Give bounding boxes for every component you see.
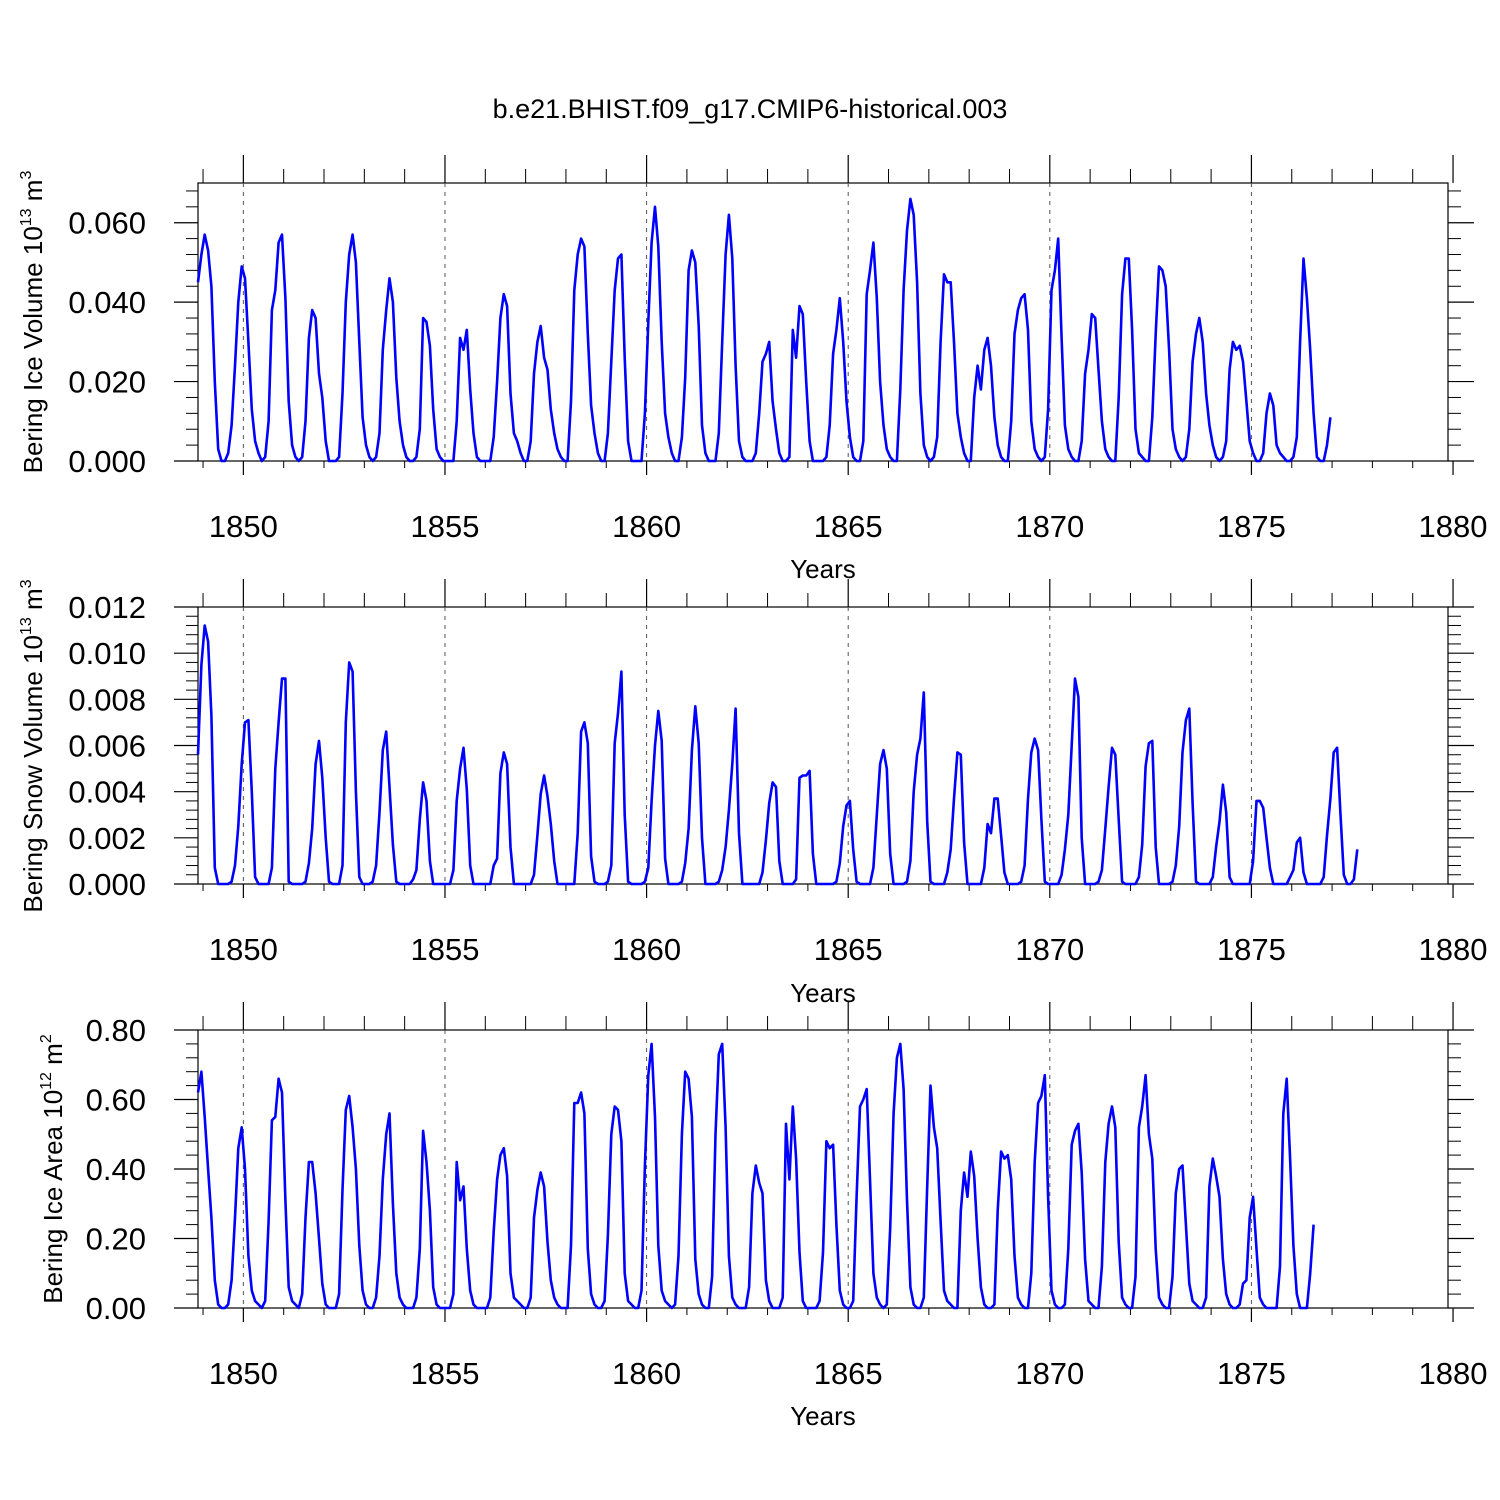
ice-area-ylabel: Bering Ice Area 1012 m2 [38,1034,68,1304]
ice-area-xtick-label-1850: 1850 [209,1356,278,1391]
snow-volume-xtick-label-1850: 1850 [209,932,278,967]
ice-volume-panel: Bering Ice Volume 1013 m3 Years 1850 1855… [18,155,1488,584]
ice-volume-xtick-label-1855: 1855 [410,509,479,544]
snow-volume-series-line [196,624,1359,886]
snow-volume-xlabel: Years [790,978,856,1008]
snow-volume-xtick-label-1880: 1880 [1419,932,1488,967]
ice-area-ytick-label-0: 0.00 [86,1291,146,1326]
ice-area-xtick-label-1855: 1855 [410,1356,479,1391]
ice-area-xlabel: Years [790,1401,856,1431]
ice-area-ytick-label-4: 0.80 [86,1013,146,1048]
ice-volume-ytick-label-3: 0.060 [68,206,146,241]
ice-volume-xtick-label-1870: 1870 [1015,509,1084,544]
snow-volume-xtick-label-1875: 1875 [1217,932,1286,967]
snow-volume-ytick-label-6: 0.012 [68,590,146,625]
ice-area-ytick-label-2: 0.40 [86,1152,146,1187]
snow-volume-xtick-label-1865: 1865 [814,932,883,967]
ice-area-panel: Bering Ice Area 1012 m2 Years 1850 1855 18… [38,1002,1488,1431]
ice-volume-ytick-label-1: 0.020 [68,365,146,400]
snow-volume-ytick-label-0: 0.000 [68,867,146,902]
ice-volume-ylabel: Bering Ice Volume 1013 m3 [18,171,48,474]
ice-area-xtick-label-1875: 1875 [1217,1356,1286,1391]
figure-title: b.e21.BHIST.f09_g17.CMIP6-historical.003 [493,94,1008,124]
snow-volume-xtick-label-1870: 1870 [1015,932,1084,967]
snow-volume-ytick-label-4: 0.008 [68,682,146,717]
snow-volume-xtick-label-1860: 1860 [612,932,681,967]
ice-volume-ytick-label-2: 0.040 [68,285,146,320]
snow-volume-ytick-label-1: 0.002 [68,821,146,856]
ice-volume-xtick-label-1875: 1875 [1217,509,1286,544]
ice-volume-xtick-label-1850: 1850 [209,509,278,544]
ice-area-xtick-label-1870: 1870 [1015,1356,1084,1391]
ice-volume-xtick-label-1880: 1880 [1419,509,1488,544]
snow-volume-xtick-label-1855: 1855 [410,932,479,967]
ice-volume-ytick-label-0: 0.000 [68,444,146,479]
ice-volume-xlabel: Years [790,554,856,584]
ice-volume-xtick-label-1865: 1865 [814,509,883,544]
ice-volume-series-line [196,197,1332,463]
ice-area-xtick-label-1880: 1880 [1419,1356,1488,1391]
snow-volume-ytick-label-2: 0.004 [68,775,146,810]
snow-volume-ylabel: Bering Snow Volume 1013 m3 [18,579,48,912]
ice-volume-xtick-label-1860: 1860 [612,509,681,544]
snow-volume-ytick-label-3: 0.006 [68,729,146,764]
ice-area-series-line [196,1042,1315,1310]
ice-area-ytick-label-1: 0.20 [86,1222,146,1257]
snow-volume-panel: Bering Snow Volume 1013 m3 Years 1850 185… [18,579,1488,1008]
snow-volume-ytick-label-5: 0.010 [68,636,146,671]
ice-area-ytick-label-3: 0.60 [86,1083,146,1118]
ice-area-xtick-label-1865: 1865 [814,1356,883,1391]
ice-area-xtick-label-1860: 1860 [612,1356,681,1391]
